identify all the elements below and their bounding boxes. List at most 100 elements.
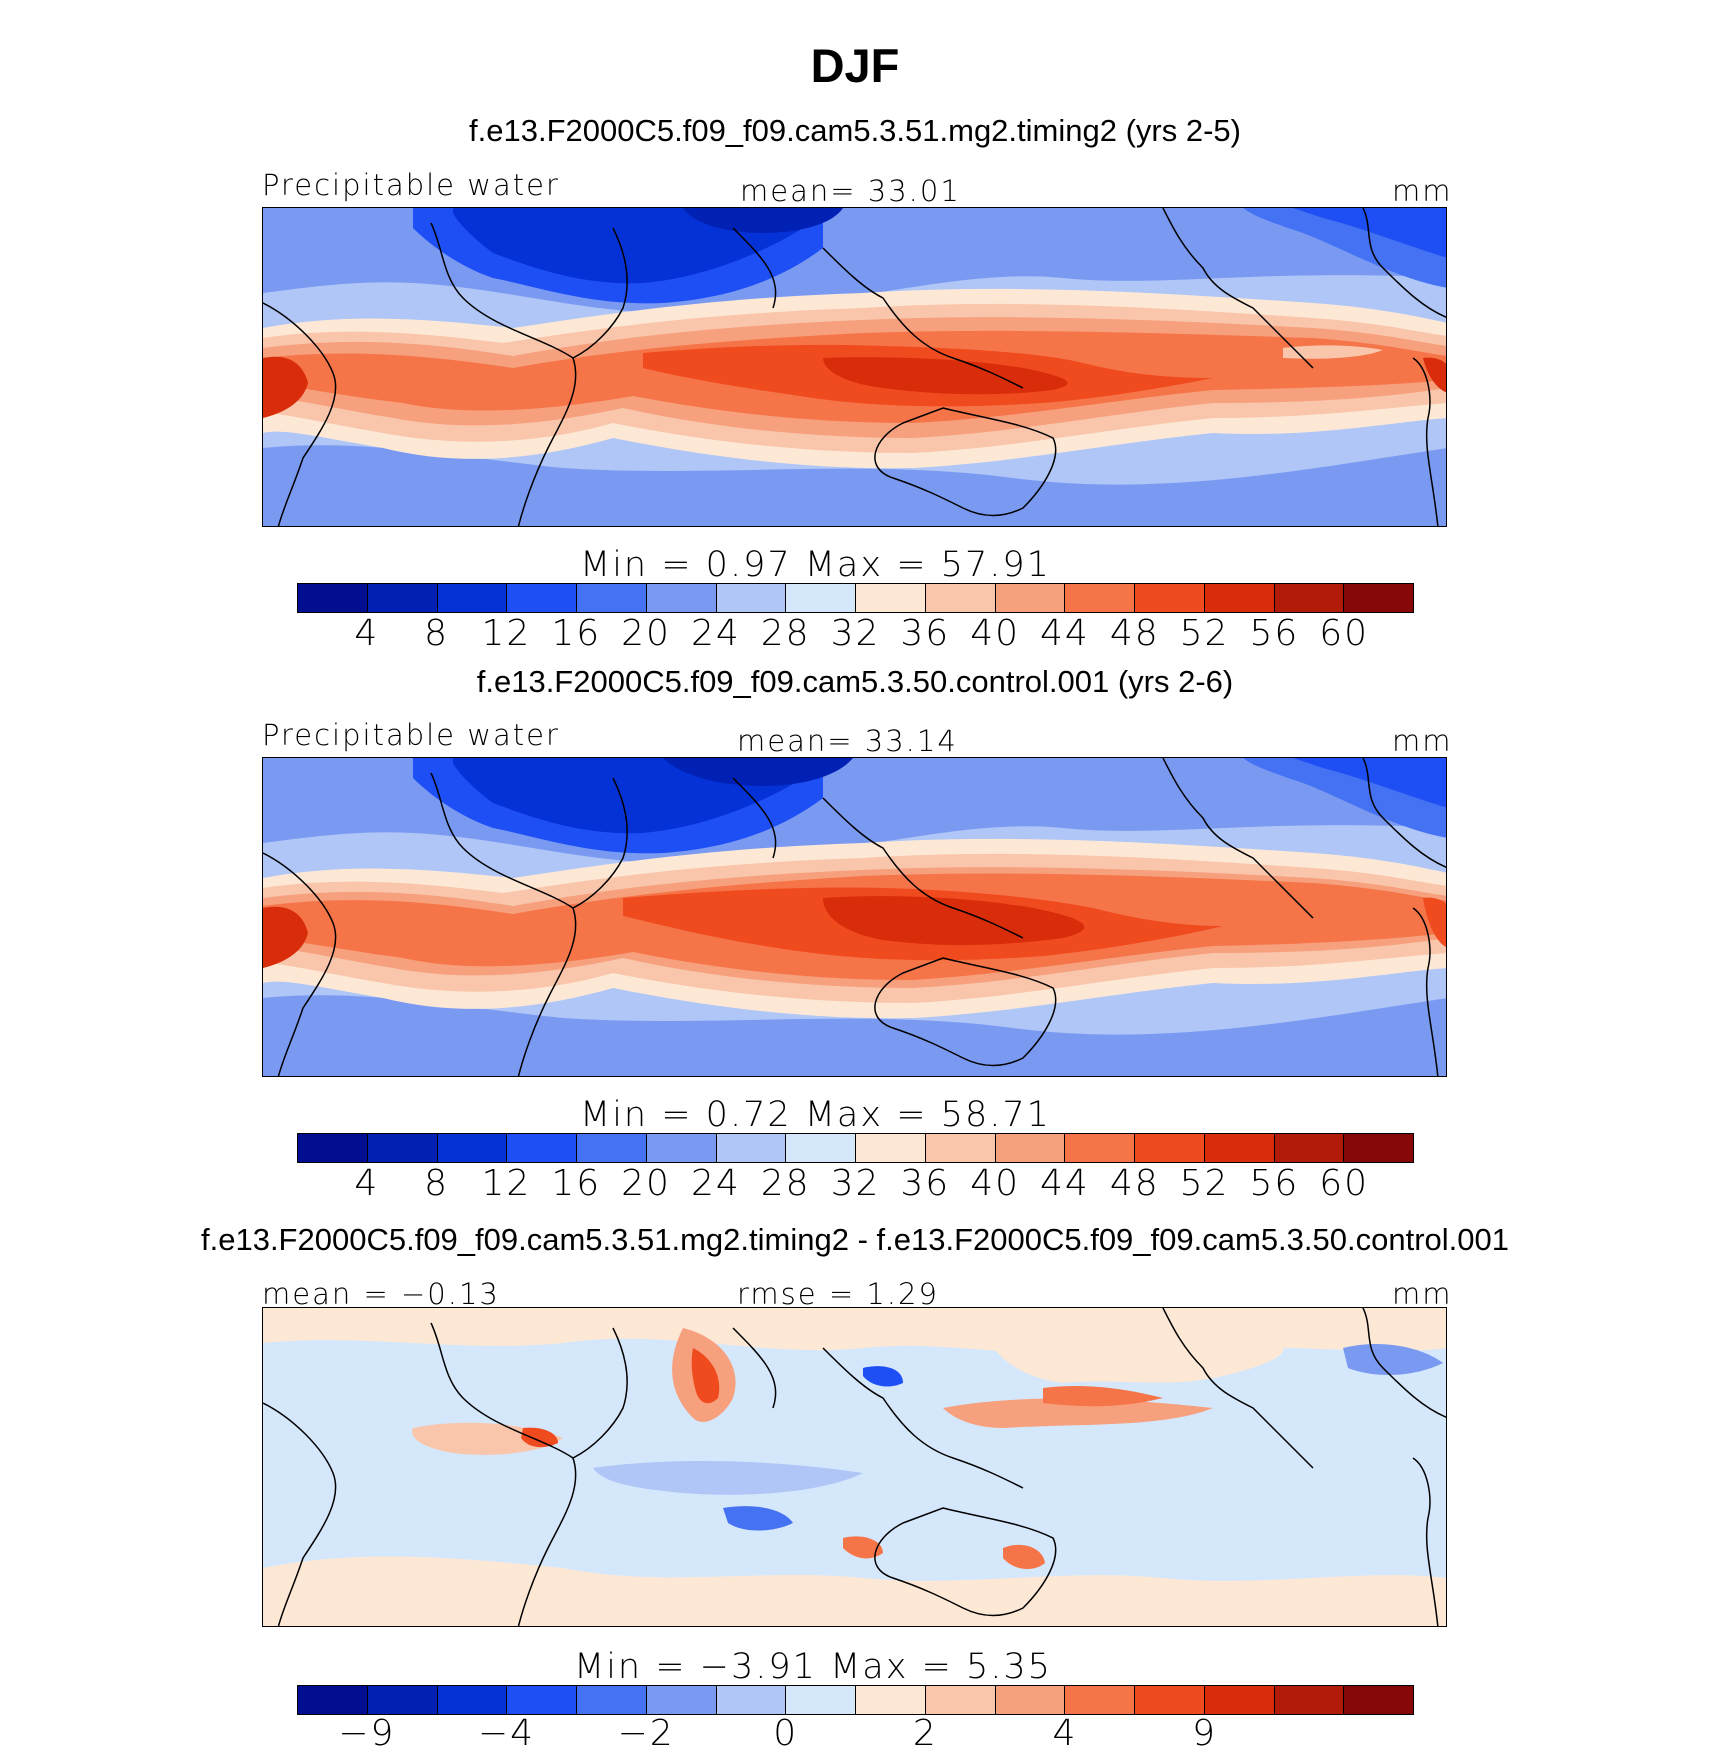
panel1-units-label: mm [1392, 174, 1453, 208]
colorbar-tick-label: 60 [1319, 1163, 1370, 1204]
panel2-colorbar-ticks: 4 8 12 16 20 24 28 32 36 40 44 48 52 56 60 [297, 1163, 1414, 1204]
colorbar-tick-label: 56 [1249, 1163, 1300, 1204]
panel1-min-max: Min = 0.97 Max = 57.91 [580, 545, 1051, 585]
panel3-map [262, 1307, 1447, 1627]
colorbar-tick-label: 20 [621, 1163, 671, 1204]
colorbar-swatch [507, 1686, 577, 1714]
colorbar-tick-label: 16 [551, 1163, 602, 1204]
colorbar-tick-label: 60 [1319, 613, 1370, 654]
colorbar-swatch [716, 584, 787, 612]
colorbar-swatch [367, 1686, 438, 1714]
colorbar-tick-label: 28 [760, 1163, 811, 1204]
colorbar-tick-label: −2 [617, 1713, 675, 1754]
colorbar-swatch [1135, 584, 1205, 612]
colorbar-swatch [856, 1686, 926, 1714]
colorbar-swatch [1204, 584, 1275, 612]
colorbar-swatch [298, 1134, 368, 1162]
panel3-colorbar-ticks: −9 −4 −2 0 2 4 9 [297, 1713, 1414, 1754]
colorbar-tick-label: 36 [900, 613, 951, 654]
panel3-colorbar [297, 1685, 1414, 1715]
panel2-map [262, 757, 1447, 1077]
panel2-units-label: mm [1392, 724, 1453, 758]
panel1-mean-label: mean= 33.01 [740, 174, 961, 208]
colorbar-swatch [1344, 1686, 1413, 1714]
panel3-units-label: mm [1392, 1277, 1453, 1311]
colorbar-tick-label: 56 [1249, 613, 1300, 654]
colorbar-swatch [646, 584, 717, 612]
colorbar-swatch [437, 584, 508, 612]
colorbar-swatch [577, 584, 647, 612]
colorbar-tick-label: 4 [1052, 1713, 1078, 1754]
panel2-variable-label: Precipitable water [262, 718, 560, 752]
colorbar-swatch [1204, 1134, 1275, 1162]
colorbar-swatch [1274, 584, 1345, 612]
colorbar-swatch [786, 1134, 856, 1162]
colorbar-swatch [1274, 1686, 1345, 1714]
colorbar-swatch [716, 1686, 787, 1714]
panel3-case-title: f.e13.F2000C5.f09_f09.cam5.3.51.mg2.timi… [201, 1222, 1509, 1257]
colorbar-swatch [925, 1134, 996, 1162]
colorbar-tick-label: 48 [1109, 1163, 1160, 1204]
colorbar-swatch [716, 1134, 787, 1162]
colorbar-swatch [1135, 1134, 1205, 1162]
colorbar-tick-label: 52 [1179, 613, 1230, 654]
panel1-colorbar [297, 583, 1414, 613]
colorbar-tick-label: 36 [900, 1163, 951, 1204]
colorbar-tick-label: −9 [338, 1713, 396, 1754]
colorbar-swatch [925, 584, 996, 612]
colorbar-swatch [1065, 584, 1135, 612]
colorbar-swatch [856, 584, 926, 612]
colorbar-tick-label: 48 [1109, 613, 1160, 654]
colorbar-tick-label: 0 [773, 1713, 799, 1754]
colorbar-tick-label: 9 [1192, 1713, 1218, 1754]
colorbar-swatch [646, 1686, 717, 1714]
colorbar-swatch [995, 1686, 1066, 1714]
colorbar-tick-label: 52 [1179, 1163, 1230, 1204]
colorbar-swatch [786, 1686, 856, 1714]
colorbar-tick-label: 44 [1040, 1163, 1090, 1204]
panel2-colorbar [297, 1133, 1414, 1163]
colorbar-tick-label: 16 [551, 613, 602, 654]
colorbar-swatch [367, 584, 438, 612]
panel3-min-max: Min = −3.91 Max = 5.35 [574, 1647, 1052, 1687]
colorbar-tick-label: 20 [621, 613, 671, 654]
colorbar-swatch [367, 1134, 438, 1162]
panel2-map-svg [263, 758, 1446, 1076]
panel3-rmse-label: rmse = 1.29 [737, 1277, 939, 1311]
colorbar-swatch [786, 584, 856, 612]
colorbar-tick-label: 28 [760, 613, 811, 654]
colorbar-tick-label: 32 [830, 1163, 881, 1204]
colorbar-tick-label: 44 [1040, 613, 1090, 654]
colorbar-swatch [1344, 1134, 1413, 1162]
colorbar-swatch [995, 584, 1066, 612]
colorbar-swatch [856, 1134, 926, 1162]
colorbar-swatch [1344, 584, 1413, 612]
colorbar-swatch [1204, 1686, 1275, 1714]
colorbar-swatch [1065, 1134, 1135, 1162]
colorbar-tick-label: 12 [481, 1163, 532, 1204]
panel2-case-title: f.e13.F2000C5.f09_f09.cam5.3.50.control.… [476, 664, 1234, 699]
panel3-map-svg [263, 1308, 1446, 1626]
colorbar-swatch [925, 1686, 996, 1714]
colorbar-swatch [1274, 1134, 1345, 1162]
colorbar-tick-label: 4 [354, 613, 380, 654]
colorbar-tick-label: 2 [912, 1713, 938, 1754]
colorbar-swatch [1135, 1686, 1205, 1714]
colorbar-tick-label: 12 [481, 613, 532, 654]
colorbar-swatch [507, 1134, 577, 1162]
colorbar-swatch [507, 584, 577, 612]
panel1-colorbar-ticks: 4 8 12 16 20 24 28 32 36 40 44 48 52 56 60 [297, 613, 1414, 654]
panel2-min-max: Min = 0.72 Max = 58.71 [580, 1095, 1051, 1135]
figure-title: DJF [810, 39, 900, 92]
colorbar-swatch [298, 1686, 368, 1714]
colorbar-tick-label: 24 [690, 613, 741, 654]
colorbar-swatch [577, 1686, 647, 1714]
colorbar-swatch [646, 1134, 717, 1162]
panel1-map [262, 207, 1447, 527]
colorbar-tick-label: −4 [477, 1713, 535, 1754]
colorbar-tick-label: 32 [830, 613, 881, 654]
colorbar-swatch [577, 1134, 647, 1162]
colorbar-swatch [437, 1686, 508, 1714]
colorbar-swatch [1065, 1686, 1135, 1714]
panel3-mean-label: mean = −0.13 [262, 1277, 500, 1311]
